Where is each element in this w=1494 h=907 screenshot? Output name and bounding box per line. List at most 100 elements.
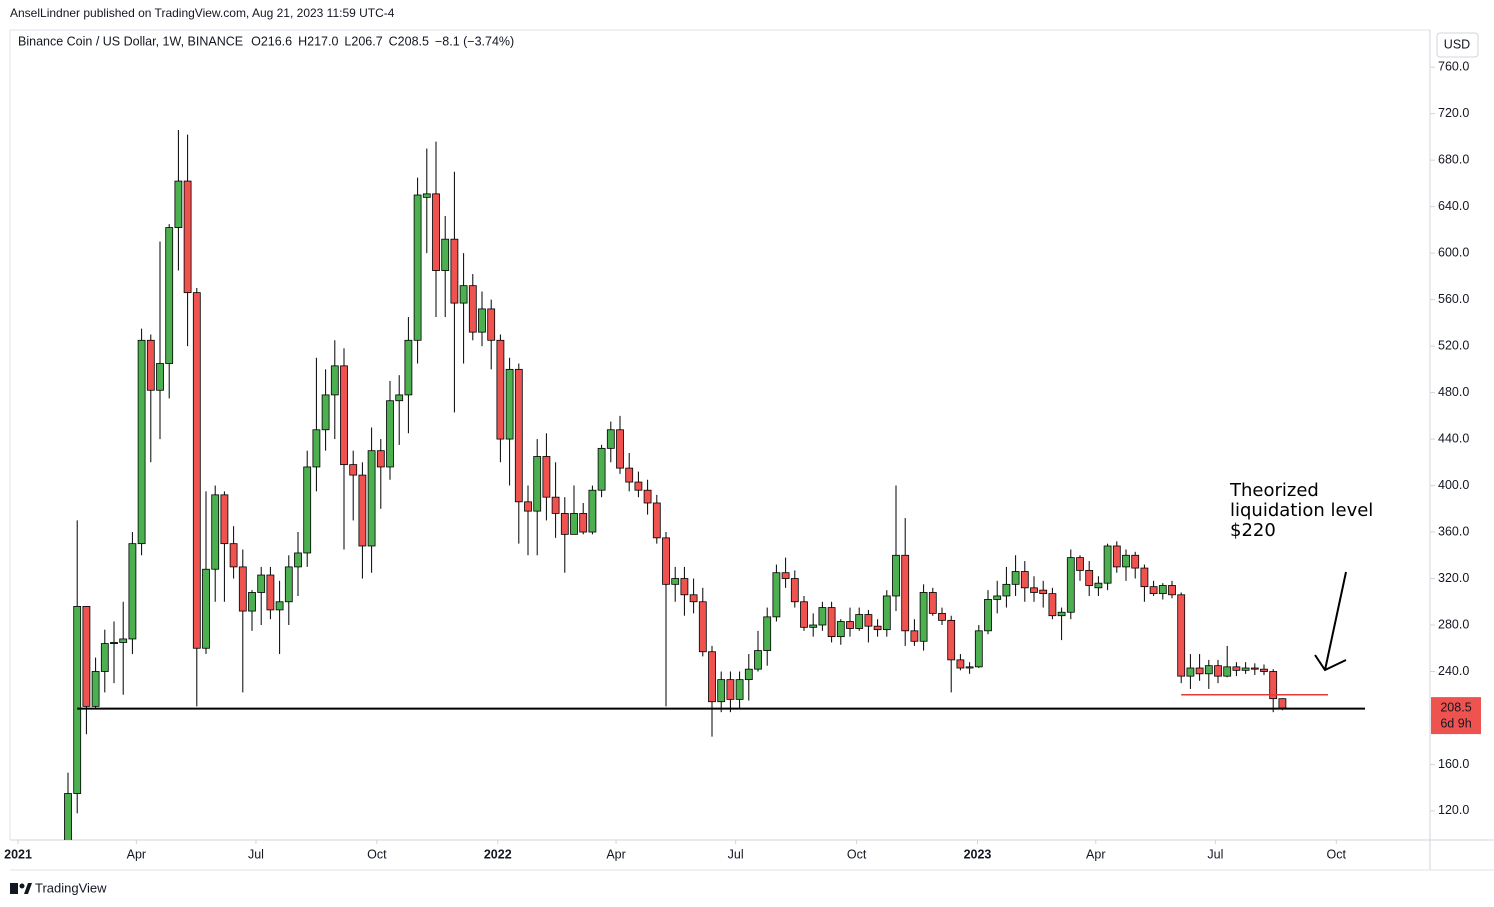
candle-body	[680, 578, 689, 596]
candle-body	[864, 614, 873, 627]
candle-body	[836, 621, 845, 638]
candle-body	[211, 494, 220, 570]
y-tick-label: 760.0	[1438, 59, 1469, 73]
candle-body	[91, 671, 100, 707]
candle-body	[524, 501, 532, 512]
y-tick-label: 640.0	[1438, 199, 1469, 213]
y-tick-label: 600.0	[1438, 245, 1469, 259]
candle-body	[1039, 589, 1048, 595]
candle-body	[386, 400, 394, 468]
y-tick-label: 160.0	[1438, 757, 1469, 771]
footer-logo	[10, 883, 32, 894]
candle-body	[514, 368, 523, 503]
candle-body	[1085, 569, 1094, 586]
candle-body	[717, 679, 726, 703]
candle-body	[238, 566, 247, 612]
candle-body	[1057, 611, 1066, 617]
candle-body	[551, 496, 560, 514]
candle-body	[303, 466, 312, 554]
candle-body	[597, 447, 606, 491]
candle-body	[395, 394, 404, 402]
candle-body	[128, 543, 137, 640]
candle-body	[938, 612, 946, 621]
x-tick-label: Jul	[248, 847, 264, 861]
candle-body	[1250, 667, 1259, 670]
x-tick-label: 2023	[964, 847, 992, 861]
candle-body	[229, 543, 238, 568]
candle-body	[487, 308, 496, 341]
x-tick-label: Oct	[367, 847, 387, 861]
candle-body	[1223, 666, 1232, 677]
candle-body	[560, 513, 569, 535]
candle-body	[64, 793, 72, 840]
candle-body	[763, 616, 772, 651]
candle-body	[432, 193, 440, 271]
arrow	[1324, 571, 1347, 671]
candle-body	[892, 554, 900, 597]
candle-body	[809, 624, 818, 628]
y-tick-label: 360.0	[1438, 524, 1469, 538]
candle-body	[100, 643, 109, 672]
y-tick-label: 480.0	[1438, 385, 1469, 399]
candle-body	[192, 292, 201, 649]
candle-body	[579, 513, 588, 533]
candle-body	[1241, 667, 1250, 671]
candle-body	[376, 450, 385, 468]
footer: TradingView	[35, 880, 107, 895]
candle-body	[1002, 583, 1011, 597]
candle-body	[781, 572, 790, 579]
candle-body	[1112, 545, 1121, 568]
candle-body	[689, 594, 698, 603]
candle-body	[965, 666, 974, 669]
candle-body	[974, 630, 983, 668]
candle-body	[459, 285, 468, 304]
annotation-line: Theorized	[1229, 480, 1319, 501]
symbol-title: Binance Coin / US Dollar, 1W, BINANCE	[18, 34, 243, 48]
x-tick-label: Apr	[1086, 847, 1105, 861]
candle-body	[901, 554, 910, 632]
candle-body	[441, 238, 450, 271]
x-tick-label: Jul	[728, 847, 744, 861]
candle-body	[570, 513, 578, 535]
ohlc-legend: O216.6 H217.0 L206.7 C208.5 −8.1 (−3.74%)	[251, 34, 514, 48]
candle-body	[73, 606, 82, 794]
candle-body	[772, 572, 781, 618]
y-tick-label: 120.0	[1438, 803, 1469, 817]
candle-body	[698, 601, 707, 653]
candle-body	[404, 339, 413, 396]
candle-body	[744, 668, 753, 681]
candle-body	[708, 651, 716, 703]
y-tick-label: 720.0	[1438, 106, 1469, 120]
candle-body	[248, 592, 256, 612]
candle-body	[294, 552, 302, 568]
candle-body	[928, 592, 937, 614]
candle-body	[726, 679, 735, 700]
candle-body	[1030, 587, 1038, 593]
currency-box[interactable]	[1436, 32, 1479, 58]
candle-body	[1020, 571, 1029, 589]
candle-body	[1066, 557, 1075, 613]
y-tick-label: 320.0	[1438, 571, 1469, 585]
candle-body	[450, 238, 459, 304]
candle-body	[1131, 554, 1140, 569]
x-tick-label: Apr	[606, 847, 625, 861]
currency[interactable]: USD	[1444, 37, 1470, 51]
candle-body	[330, 365, 339, 396]
candle-body	[616, 429, 624, 469]
y-tick-label: 520.0	[1438, 338, 1469, 352]
candle-body	[1177, 594, 1186, 677]
candle-body	[542, 456, 551, 498]
y-tick-label: 240.0	[1438, 664, 1469, 678]
ohlc-value: O216.6	[251, 34, 292, 48]
candle-body	[800, 601, 808, 628]
candle-body	[119, 638, 128, 643]
candle-body	[919, 592, 928, 642]
annotation-line: $220	[1230, 520, 1276, 541]
candle-body	[827, 607, 836, 638]
candle-body	[1214, 665, 1222, 677]
y-tick-label: 280.0	[1438, 617, 1469, 631]
candle-body	[1048, 593, 1057, 617]
candle-body	[1011, 571, 1020, 585]
candle-body	[358, 474, 367, 547]
